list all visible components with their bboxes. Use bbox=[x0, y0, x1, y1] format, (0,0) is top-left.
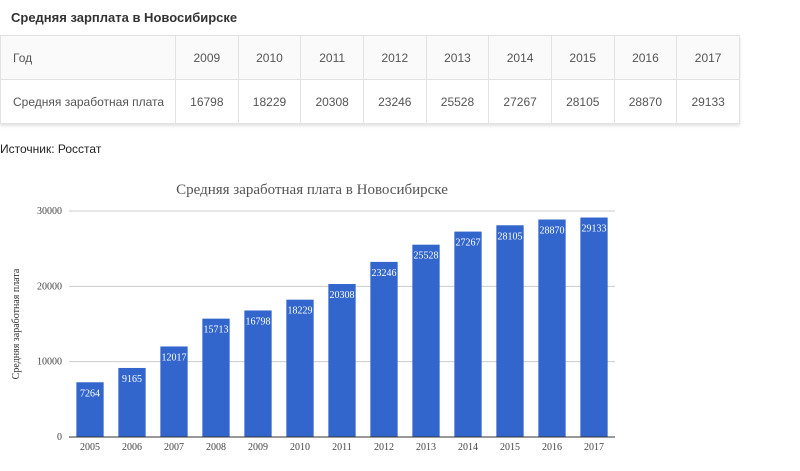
value-cell: 28105 bbox=[550, 79, 615, 124]
bar bbox=[580, 217, 608, 437]
bar bbox=[496, 225, 524, 437]
bar bbox=[118, 367, 146, 437]
source-note: Источник: Росстат bbox=[0, 142, 102, 156]
year-cell: 2013 bbox=[425, 35, 490, 80]
value-cell: 16798 bbox=[175, 79, 239, 124]
x-tick-label: 2015 bbox=[500, 442, 520, 453]
bar-value-label: 16798 bbox=[246, 316, 271, 327]
x-tick-label: 2011 bbox=[332, 442, 352, 453]
bar bbox=[328, 284, 356, 437]
bar-value-label: 9165 bbox=[122, 374, 142, 385]
bar bbox=[160, 346, 188, 437]
y-tick-label: 20000 bbox=[37, 281, 62, 292]
bar-value-label: 29133 bbox=[582, 224, 607, 235]
table-header-label: Год bbox=[0, 35, 176, 80]
bar bbox=[454, 231, 482, 437]
bar bbox=[370, 261, 398, 437]
x-tick-label: 2006 bbox=[122, 442, 142, 453]
year-cell: 2017 bbox=[676, 35, 740, 80]
y-tick-label: 10000 bbox=[37, 357, 62, 368]
chart-canvas: Средняя заработная плата в Новосибирске С… bbox=[11, 182, 615, 453]
chart-title: Средняя заработная плата в Новосибирске bbox=[176, 182, 448, 198]
bar-value-label: 12017 bbox=[162, 352, 187, 363]
bar-value-label: 28105 bbox=[498, 231, 523, 242]
x-tick-label: 2012 bbox=[374, 442, 394, 453]
year-cell: 2012 bbox=[362, 35, 427, 80]
salary-table: Год 2009 2010 2011 2012 2013 2014 2015 2… bbox=[0, 35, 740, 124]
x-tick-label: 2014 bbox=[458, 442, 478, 453]
table-header-row: Год 2009 2010 2011 2012 2013 2014 2015 2… bbox=[0, 35, 740, 80]
year-cell: 2015 bbox=[550, 35, 615, 80]
bar-value-label: 25528 bbox=[414, 251, 439, 262]
x-tick-label: 2008 bbox=[206, 442, 226, 453]
bar-value-label: 20308 bbox=[330, 290, 355, 301]
table-value-row: Средняя заработная плата 16798 18229 203… bbox=[0, 79, 740, 124]
x-tick-label: 2005 bbox=[80, 442, 100, 453]
value-cell: 23246 bbox=[362, 79, 427, 124]
bar bbox=[412, 244, 440, 437]
value-cell: 27267 bbox=[488, 79, 552, 124]
value-cell: 28870 bbox=[613, 79, 678, 124]
value-cell: 18229 bbox=[237, 79, 302, 124]
bar-value-label: 18229 bbox=[288, 306, 313, 317]
y-axis-label: Средняя заработная плата bbox=[11, 268, 22, 379]
value-cell: 20308 bbox=[300, 79, 364, 124]
x-tick-label: 2013 bbox=[416, 442, 436, 453]
bar-value-label: 23246 bbox=[372, 268, 397, 279]
page-heading: Средняя зарплата в Новосибирске bbox=[11, 10, 238, 25]
bar-value-label: 7264 bbox=[80, 388, 100, 399]
x-tick-label: 2017 bbox=[584, 442, 604, 453]
year-cell: 2011 bbox=[300, 35, 364, 80]
bar bbox=[76, 382, 104, 437]
bar-value-label: 15713 bbox=[204, 325, 229, 336]
year-cell: 2016 bbox=[613, 35, 678, 80]
bar-value-label: 28870 bbox=[540, 226, 565, 237]
y-tick-label: 0 bbox=[57, 432, 62, 443]
x-tick-label: 2009 bbox=[248, 442, 268, 453]
year-cell: 2010 bbox=[237, 35, 302, 80]
x-tick-label: 2007 bbox=[164, 442, 184, 453]
table-row-label: Средняя заработная плата bbox=[0, 79, 176, 124]
year-cell: 2009 bbox=[175, 35, 239, 80]
year-cell: 2014 bbox=[488, 35, 552, 80]
value-cell: 29133 bbox=[676, 79, 740, 124]
salary-chart: Средняя заработная плата в Новосибирске С… bbox=[0, 170, 800, 471]
bar bbox=[538, 219, 566, 437]
bar-value-label: 27267 bbox=[456, 238, 481, 249]
bar bbox=[286, 299, 314, 437]
bar bbox=[244, 310, 272, 437]
bar bbox=[202, 318, 230, 437]
x-tick-label: 2010 bbox=[290, 442, 310, 453]
value-cell: 25528 bbox=[425, 79, 490, 124]
x-tick-label: 2016 bbox=[542, 442, 562, 453]
y-tick-label: 30000 bbox=[37, 206, 62, 217]
